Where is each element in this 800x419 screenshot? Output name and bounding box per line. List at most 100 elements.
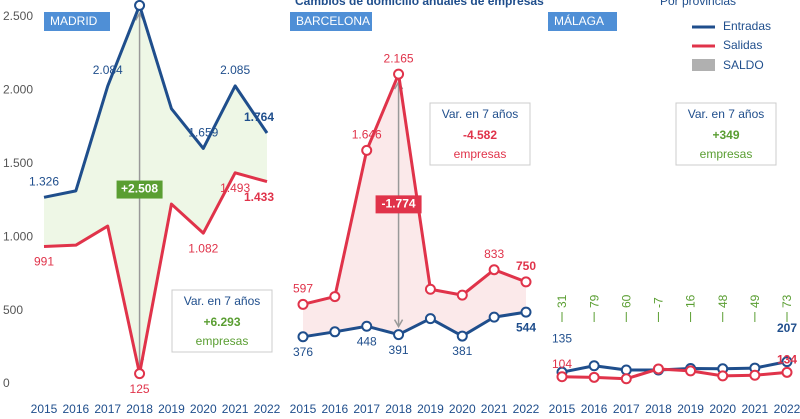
x-tick-label: 2018 [126, 402, 153, 416]
value-label: 1.433 [244, 190, 274, 204]
point [588, 360, 600, 372]
value-label: 1.659 [188, 126, 218, 140]
point [620, 364, 632, 376]
chart-title: Cambios de domicilio anuales de empresas [295, 0, 544, 8]
value-label: 381 [452, 344, 472, 358]
value-label: 2.165 [384, 51, 414, 65]
variation-unit: empresas [196, 334, 249, 348]
chart-subtitle: Por provincias [660, 0, 736, 8]
legend-label: SALDO [723, 58, 764, 72]
value-label: 376 [293, 345, 313, 359]
y-tick-label: 2.000 [3, 83, 33, 97]
point [781, 356, 793, 368]
variation-box [429, 102, 531, 166]
series-line [302, 72, 527, 306]
y-tick-label: 0 [3, 376, 10, 390]
point [456, 330, 468, 342]
variation-title: Var. en 7 años [442, 107, 519, 121]
panel-header [548, 12, 617, 31]
value-label: 135 [552, 331, 572, 345]
variation-value: +6.293 [203, 315, 240, 329]
x-tick-label: 2020 [190, 402, 217, 416]
saldo-value: 16 [684, 294, 698, 322]
x-tick-label: 2019 [677, 402, 704, 416]
legend-label: Entradas [723, 19, 771, 33]
x-tick-label: 2017 [613, 402, 640, 416]
saldo-box [116, 180, 163, 199]
saldo-value-label: 48 [716, 294, 730, 308]
point [424, 283, 436, 295]
x-tick-label: 2021 [222, 402, 249, 416]
value-label: 448 [357, 334, 377, 348]
point [781, 366, 793, 378]
legend-swatch [692, 59, 715, 71]
variation-title: Var. en 7 años [184, 294, 261, 308]
variation-title: Var. en 7 años [688, 107, 765, 121]
value-label: 991 [34, 255, 54, 269]
x-tick-label: 2019 [417, 402, 444, 416]
x-tick-label: 2022 [513, 402, 540, 416]
point [297, 298, 309, 310]
variation-box [171, 289, 273, 353]
saldo-value-label: 73 [780, 294, 794, 308]
point [620, 373, 632, 385]
point [361, 320, 373, 332]
point [685, 365, 697, 377]
saldo-value: 31 [555, 294, 569, 322]
x-tick-label: 2021 [742, 402, 769, 416]
x-tick-label: 2015 [549, 402, 576, 416]
variation-unit: empresas [700, 147, 753, 161]
saldo-value-label: -7 [652, 297, 666, 308]
series-line [43, 171, 268, 376]
panel-header [290, 12, 372, 31]
panel-title: MÁLAGA [554, 13, 604, 28]
x-tick-label: 2019 [158, 402, 185, 416]
value-label: 207 [777, 321, 797, 335]
point [329, 291, 341, 303]
x-tick-label: 2018 [645, 402, 672, 416]
point [393, 329, 405, 341]
variation-value: -4.582 [463, 128, 497, 142]
series-line [43, 3, 269, 199]
value-label: 104 [552, 357, 572, 371]
x-tick-label: 2018 [385, 402, 412, 416]
saldo-value: 79 [587, 294, 601, 322]
point [424, 313, 436, 325]
value-label: 597 [293, 282, 313, 296]
point [556, 371, 568, 383]
saldo-value: 73 [780, 294, 794, 322]
variation-unit: empresas [454, 147, 507, 161]
saldo-value-label: 16 [684, 294, 698, 308]
point [488, 264, 500, 276]
panel-title: BARCELONA [296, 14, 370, 28]
x-tick-label: 2022 [774, 402, 800, 416]
value-label: 1.082 [188, 241, 218, 255]
value-label: 2.085 [220, 63, 250, 77]
saldo-value: 60 [619, 294, 633, 322]
saldo-value-label: 31 [555, 294, 569, 308]
point [749, 369, 761, 381]
x-tick-label: 2020 [709, 402, 736, 416]
value-label: 1.646 [352, 128, 382, 142]
panel-title: MADRID [50, 14, 98, 28]
saldo-value: 49 [748, 294, 762, 322]
x-tick-label: 2021 [481, 402, 508, 416]
variation-box [675, 102, 777, 166]
value-label: 2.084 [93, 63, 123, 77]
value-label: 750 [516, 259, 536, 273]
saldo-label: -1.774 [382, 197, 416, 211]
saldo-box [375, 195, 422, 214]
x-tick-label: 2016 [63, 402, 90, 416]
point [297, 331, 309, 343]
x-tick-label: 2020 [449, 402, 476, 416]
saldo-value: -7 [652, 297, 666, 322]
point [134, 0, 146, 11]
point [652, 363, 664, 375]
x-tick-label: 2016 [322, 402, 349, 416]
saldo-value-label: 60 [619, 294, 633, 308]
x-tick-label: 2017 [94, 402, 121, 416]
point [361, 144, 373, 156]
saldo-value-label: 79 [587, 294, 601, 308]
saldo-label: +2.508 [121, 182, 158, 196]
